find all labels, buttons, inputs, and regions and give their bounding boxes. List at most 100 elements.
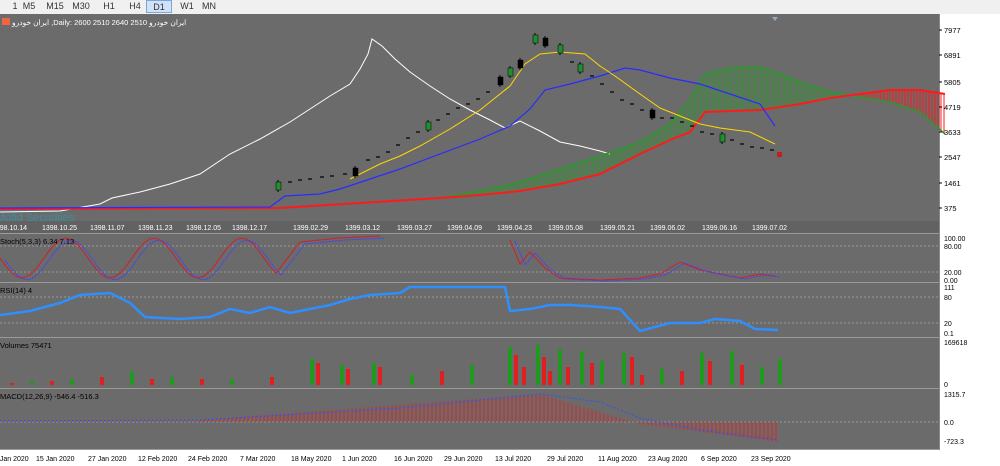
persian-date-label: 1399.04.23 [497,225,532,232]
timeframe-m15[interactable]: M15 [46,1,64,11]
stoch-signal-line [514,240,781,282]
volume-bar [410,375,414,385]
vol-pane [0,338,939,388]
volume-bar [340,365,344,385]
volume-bar [200,379,204,385]
price-label: 4719 [944,103,961,112]
volume-bar [230,379,234,385]
persian-date-label: 1399.05.21 [600,225,635,232]
volume-bar [470,365,474,385]
stoch-scale: 100.00 [944,236,966,243]
timeframe-w1[interactable]: W1 [180,1,194,11]
timeframe-m5[interactable]: M5 [22,1,36,11]
candle-body [497,76,504,86]
volume-bar [590,363,594,385]
price-label: 5805 [944,78,961,87]
shift-marker-icon[interactable] [772,17,778,21]
persian-date-label: 1399.03.12 [345,225,380,232]
volume-bar [542,357,546,385]
volume-bar [700,353,704,385]
last-candle [777,152,782,157]
volume-bar [316,363,320,385]
volume-bar [760,367,764,385]
candle-body [275,181,282,191]
volume-bar [566,367,570,385]
volume-bar [600,361,604,385]
candle-body [557,44,564,54]
volume-bar [680,371,684,385]
price-scale [939,14,1000,466]
trading-chart[interactable]: ایران خودرو ,Daily: 2600 2510 2640 2510 … [0,14,1000,466]
candle-body [352,167,359,177]
timeframe-h1[interactable]: H1 [103,1,115,11]
volume-bar [548,371,552,385]
timeframe-h4[interactable]: H4 [129,1,141,11]
time-axis [0,450,1000,466]
rsi-pane [0,283,939,337]
macd-scale: 0.0 [944,420,954,427]
rsi-scale: 80 [944,295,952,302]
stoch-scale: 20.00 [944,270,962,277]
persian-date-label: 1398.10.25 [42,225,77,232]
date-label: 16 Jun 2020 [394,456,433,463]
date-label: 3 Jan 2020 [0,456,29,463]
rsi-line [0,285,779,333]
senkou-span-a [439,66,946,199]
persian-date-label: 1399.06.02 [650,225,685,232]
volume-bar [10,383,14,385]
timeframe-mn[interactable]: MN [202,1,216,11]
volume-bar [50,381,54,385]
rsi-scale: 0.1 [944,331,954,338]
volume-bar [346,369,350,385]
price-label: 1461 [944,179,961,188]
candle-body [719,133,726,143]
candle-body [507,67,514,77]
stoch-pane [0,234,939,282]
rsi-scale: 111 [944,285,955,292]
symbol-title: ایران خودرو ,Daily: 2600 2510 2640 2510 … [11,18,186,27]
timeframe-1[interactable]: 1 [12,1,18,11]
date-label: 13 Jul 2020 [495,456,531,463]
stoch-scale: 80.00 [944,244,962,251]
volume-bar [30,381,34,385]
timeframe-d1[interactable]: D1 [146,0,172,13]
candle-body [532,34,539,44]
stoch-label: Stoch(5,3,3) 6.34 7.13 [0,237,74,246]
price-label: 375 [944,204,957,213]
volume-bar [270,377,274,385]
volume-bar [170,377,174,385]
price-label: 6891 [944,51,961,60]
volume-bar [100,377,104,385]
date-label: 29 Jul 2020 [547,456,583,463]
volume-bar [440,371,444,385]
volume-bar [730,351,734,385]
main-pane [0,14,939,233]
date-label: 6 Sep 2020 [701,456,737,463]
persian-date-label: 1398.12.17 [232,225,267,232]
stoch-scale: 0.00 [944,278,958,285]
timeframe-m30[interactable]: M30 [72,1,90,11]
senkou-span-b [0,89,946,210]
price-label: 7977 [944,26,961,35]
volume-bar [640,375,644,385]
candle-body [425,121,432,131]
persian-date-label: 1399.06.16 [702,225,737,232]
date-label: 12 Feb 2020 [138,456,177,463]
volume-scale: 0 [944,382,948,389]
volumes-label: Volumes 75471 [0,341,52,350]
kijun-line [0,67,776,209]
volume-bar [708,361,712,385]
volume-bar [150,379,154,385]
stoch-main-line [0,235,381,279]
persian-date-label: 1398.11.23 [138,225,173,232]
date-label: 18 May 2020 [291,456,332,463]
volume-bar [310,359,314,385]
price-label: 3633 [944,128,961,137]
date-label: 27 Jan 2020 [88,456,127,463]
persian-date-label: 1399.04.09 [447,225,482,232]
price-label: 2547 [944,153,961,162]
date-label: 24 Feb 2020 [188,456,227,463]
candle-body [649,109,656,119]
volume-bar [778,359,782,385]
candle-body [577,63,584,73]
